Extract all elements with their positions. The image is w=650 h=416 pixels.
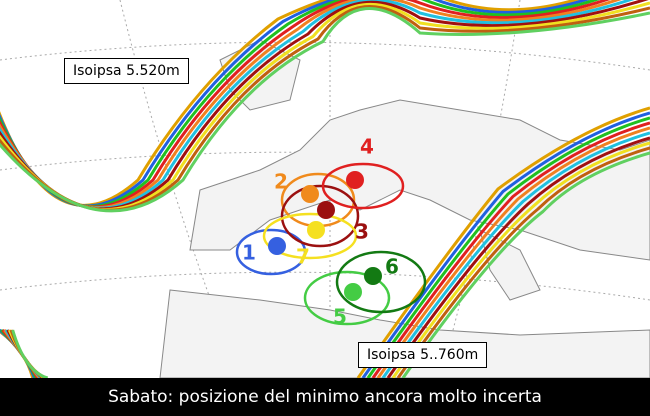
isohypse: [401, 151, 650, 378]
isohypse: [361, 111, 650, 378]
isohypse: [391, 141, 650, 378]
minimum-label: 1: [242, 241, 256, 265]
isohypse: [0, 328, 38, 378]
minima: 1 2 3 4 5 6 7: [242, 135, 399, 329]
minimum-marker: [317, 201, 335, 219]
isohypse: [366, 116, 650, 378]
minimum-marker: [364, 267, 382, 285]
spread-ellipse: [262, 212, 358, 260]
annotation: Isoipsa 5.520m: [64, 58, 189, 84]
isohypse: [381, 131, 650, 378]
minimum-label: 2: [274, 170, 288, 194]
minimum-spread: [235, 162, 427, 326]
minimum-marker: [307, 221, 325, 239]
minimum-label: 6: [385, 255, 399, 279]
isohypse-lines: [0, 0, 650, 378]
isohypse: [371, 121, 650, 378]
spread-ellipse: [235, 228, 307, 276]
map-canvas: 1 2 3 4 5 6 7: [0, 0, 650, 378]
isohypse: [356, 106, 650, 378]
isohypse: [376, 126, 650, 378]
minimum-marker: [346, 171, 364, 189]
minimum-marker: [344, 283, 362, 301]
isohypse: [11, 329, 49, 378]
minimum-label: 5: [333, 305, 347, 329]
minimum-label: 7: [296, 245, 310, 269]
minimum-marker: [268, 237, 286, 255]
caption: Sabato: posizione del minimo ancora molt…: [0, 378, 650, 416]
minimum-marker: [301, 185, 319, 203]
isohypse: [396, 146, 650, 378]
isohypse: [0, 7, 650, 213]
spread-ellipse: [280, 184, 360, 248]
isohypse: [386, 136, 650, 378]
spread-ellipse: [303, 270, 391, 326]
annotation: Isoipsa 5..760m: [358, 342, 488, 368]
minimum-label: 3: [355, 220, 369, 244]
spread-ellipse: [335, 250, 427, 314]
minimum-label: 4: [360, 135, 374, 159]
spread-ellipse: [321, 162, 405, 210]
